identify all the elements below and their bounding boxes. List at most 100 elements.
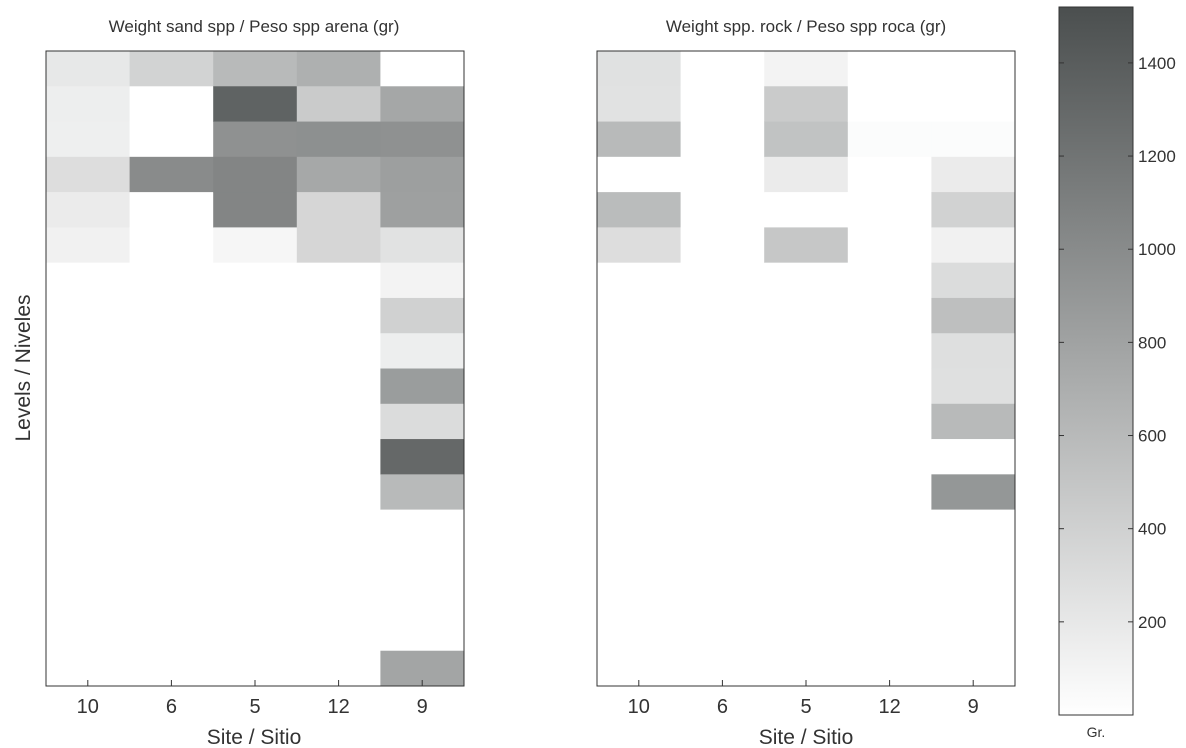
heatmap-cell: [213, 297, 298, 334]
heatmap-cell: [764, 580, 849, 616]
panel-sand: Weight sand spp / Peso spp arena (gr) 10…: [12, 17, 465, 748]
heatmap-cell: [129, 192, 214, 228]
heatmap-cell: [931, 403, 1016, 440]
heatmap-cell: [296, 121, 381, 158]
heatmap-cell: [764, 121, 849, 158]
heatmap-cell: [380, 439, 465, 475]
heatmap-cell: [296, 86, 381, 122]
x-tick-label: 9: [968, 696, 979, 718]
x-tick-label: 12: [327, 696, 349, 718]
heatmap-cell: [847, 439, 932, 475]
heatmap-cell: [931, 86, 1016, 122]
colorbar-gradient: [1059, 7, 1133, 715]
heatmap-cell: [380, 297, 465, 334]
x-ticks-rock: 10 6 5 12 9: [628, 680, 979, 718]
heatmap-cell: [597, 192, 681, 228]
heatmap-cell: [597, 403, 681, 440]
heatmap-cell: [296, 192, 381, 228]
heatmap-cell: [931, 580, 1016, 616]
heatmap-cell: [847, 403, 932, 440]
heatmap-cell: [931, 615, 1016, 652]
cells-sand: [46, 51, 465, 687]
heatmap-cell: [129, 86, 214, 122]
heatmap-cell: [680, 121, 765, 158]
heatmap-cell: [380, 580, 465, 616]
heatmap-cell: [597, 86, 681, 122]
heatmap-cell: [380, 368, 465, 405]
heatmap-cell: [931, 509, 1016, 546]
heatmap-cell: [213, 86, 298, 122]
colorbar-tick-label: 600: [1138, 427, 1166, 446]
heatmap-cell: [296, 156, 381, 193]
heatmap-cell: [296, 333, 381, 369]
heatmap-cell: [129, 474, 214, 511]
heatmap-cell: [213, 51, 298, 87]
heatmap-cell: [680, 333, 765, 369]
heatmap-cell: [847, 474, 932, 511]
heatmap-cell: [931, 227, 1016, 264]
heatmap-cell: [847, 121, 932, 158]
x-tick-label: 6: [166, 696, 177, 718]
heatmap-cell: [764, 615, 849, 652]
heatmap-cell: [931, 368, 1016, 405]
chart-title-rock: Weight spp. rock / Peso spp roca (gr): [666, 17, 946, 36]
heatmap-cell: [931, 156, 1016, 193]
heatmap-cell: [213, 509, 298, 546]
heatmap-cell: [380, 51, 465, 87]
heatmap-cell: [296, 544, 381, 581]
colorbar-tick-label: 1200: [1138, 147, 1176, 166]
heatmap-cell: [680, 368, 765, 405]
heatmap-cell: [597, 509, 681, 546]
heatmap-cell: [847, 615, 932, 652]
heatmap-cell: [764, 51, 849, 87]
heatmap-cell: [129, 297, 214, 334]
heatmap-cell: [296, 509, 381, 546]
heatmap-cell: [847, 580, 932, 616]
colorbar-tick-label: 1400: [1138, 54, 1176, 73]
colorbar: 200 400 600 800 1000 1200 1400 Gr.: [1058, 6, 1176, 740]
heatmap-cell: [213, 544, 298, 581]
heatmap-cell: [296, 615, 381, 652]
heatmap-cell: [380, 403, 465, 440]
heatmap-cell: [380, 262, 465, 299]
x-tick-label: 5: [800, 696, 811, 718]
heatmap-cell: [129, 368, 214, 405]
heatmap-cell: [764, 297, 849, 334]
y-axis-label: Levels / Niveles: [12, 294, 35, 441]
heatmap-cell: [597, 121, 681, 158]
heatmap-cell: [764, 368, 849, 405]
heatmap-cell: [129, 439, 214, 475]
heatmap-cell: [380, 192, 465, 228]
heatmap-cell: [764, 403, 849, 440]
heatmap-cell: [46, 297, 130, 334]
heatmap-cell: [213, 580, 298, 616]
heatmap-cell: [680, 192, 765, 228]
heatmap-cell: [129, 156, 214, 193]
heatmap-cell: [296, 51, 381, 87]
heatmap-cell: [931, 297, 1016, 334]
colorbar-tick-label: 800: [1138, 333, 1166, 352]
heatmap-cell: [680, 615, 765, 652]
heatmap-cell: [129, 121, 214, 158]
heatmap-cell: [680, 439, 765, 475]
colorbar-unit: Gr.: [1087, 724, 1106, 740]
heatmap-cell: [213, 262, 298, 299]
heatmap-cell: [764, 192, 849, 228]
heatmap-cell: [129, 227, 214, 264]
heatmap-cell: [847, 86, 932, 122]
x-tick-label: 9: [417, 696, 428, 718]
heatmap-cell: [931, 333, 1016, 369]
heatmap-cell: [680, 509, 765, 546]
x-axis-label-sand: Site / Sitio: [207, 726, 302, 748]
heatmap-cell: [380, 227, 465, 264]
heatmap-cell: [931, 192, 1016, 228]
heatmap-cell: [597, 474, 681, 511]
heatmap-cell: [847, 262, 932, 299]
heatmap-cell: [46, 439, 130, 475]
heatmap-cell: [764, 474, 849, 511]
heatmap-cell: [296, 297, 381, 334]
heatmap-cell: [213, 474, 298, 511]
heatmap-cell: [597, 368, 681, 405]
heatmap-cell: [129, 580, 214, 616]
heatmap-cell: [597, 615, 681, 652]
